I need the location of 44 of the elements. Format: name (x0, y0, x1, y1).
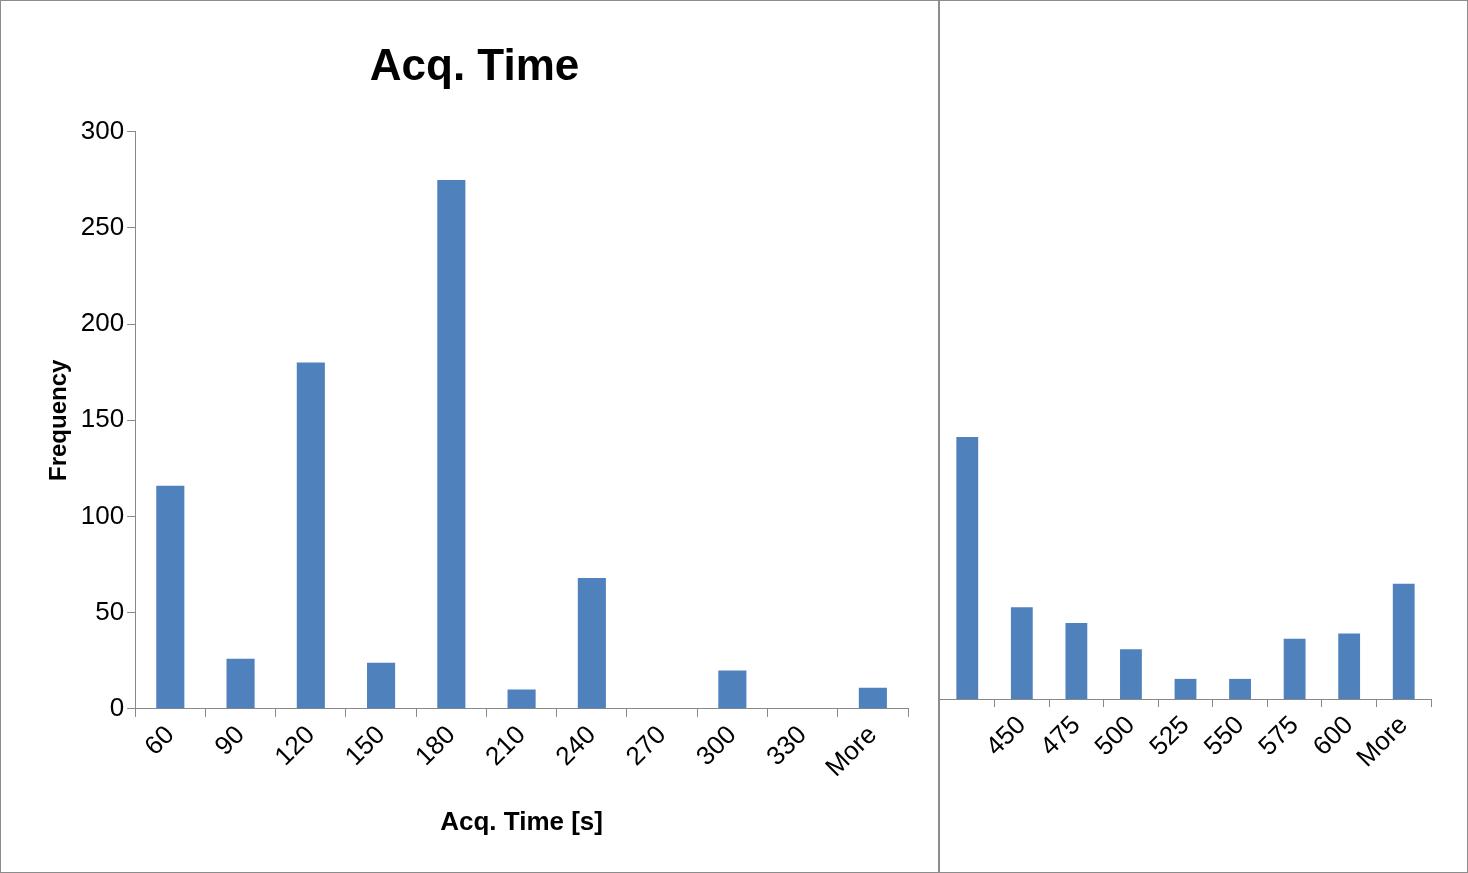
bar (858, 687, 887, 709)
bar (1338, 633, 1361, 700)
x-tick-label: 550 (1197, 709, 1250, 762)
y-tick-label: 50 (95, 595, 125, 626)
x-tick-label: 210 (479, 718, 531, 771)
chart-title: Acq. Time (369, 39, 580, 89)
bar (1065, 623, 1088, 700)
x-tick-label: 60 (137, 718, 180, 761)
bar (1229, 678, 1251, 700)
y-tick-label: 250 (80, 211, 125, 242)
x-tick-label: 120 (268, 718, 321, 771)
bar (1120, 649, 1142, 700)
bar (577, 578, 606, 709)
bar (956, 437, 979, 700)
x-tick-label: 180 (408, 718, 461, 771)
x-tick-label: 150 (338, 718, 391, 771)
bar (1010, 607, 1033, 700)
x-tick-label: 270 (619, 718, 672, 771)
bar (296, 362, 325, 709)
bar (507, 689, 536, 709)
bar (1283, 638, 1306, 700)
bar (226, 658, 255, 709)
x-tick-label: 475 (1033, 709, 1086, 762)
x-axis-title: Acq. Time [s] (440, 805, 603, 836)
x-tick-label: 300 (689, 718, 742, 771)
bar (1174, 678, 1197, 700)
bar (1392, 583, 1415, 700)
x-tick-label: 575 (1252, 709, 1304, 762)
x-tick-label: 525 (1142, 709, 1195, 762)
y-tick-label: 300 (80, 114, 125, 145)
bar (156, 485, 185, 709)
y-tick-label: 0 (109, 692, 125, 723)
x-tick-label: 90 (208, 718, 250, 761)
bar (437, 179, 466, 709)
y-tick-label: 200 (80, 307, 125, 338)
y-tick-label: 150 (80, 403, 125, 434)
y-axis-title: Frequency (44, 358, 72, 482)
y-tick-label: 100 (80, 499, 125, 530)
bar (367, 662, 396, 709)
x-tick-label: 240 (549, 718, 602, 771)
bar (718, 670, 747, 709)
x-tick-label: 450 (979, 709, 1032, 762)
x-tick-label: 330 (760, 718, 812, 771)
x-tick-label: 500 (1088, 709, 1141, 762)
